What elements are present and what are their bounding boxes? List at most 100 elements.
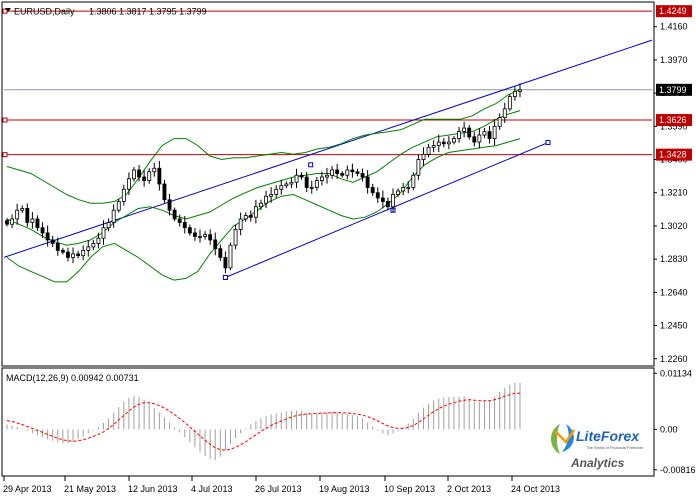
candle[interactable]: [431, 140, 436, 153]
candle[interactable]: [45, 225, 50, 247]
candle[interactable]: [132, 166, 136, 182]
candle[interactable]: [111, 204, 116, 228]
candle[interactable]: [147, 168, 152, 184]
candle[interactable]: [319, 171, 324, 186]
candle[interactable]: [259, 199, 263, 210]
candle[interactable]: [126, 172, 131, 196]
candle[interactable]: [512, 86, 517, 101]
candle[interactable]: [518, 83, 522, 98]
candle[interactable]: [10, 214, 15, 229]
candle[interactable]: [294, 168, 299, 189]
candle[interactable]: [487, 126, 492, 144]
candle[interactable]: [30, 212, 35, 229]
candle[interactable]: [345, 165, 350, 180]
candle[interactable]: [142, 170, 147, 187]
level-anchor-2[interactable]: [2, 117, 8, 123]
candle[interactable]: [101, 220, 106, 245]
candle[interactable]: [253, 199, 258, 224]
candle[interactable]: [482, 127, 487, 139]
candle[interactable]: [452, 135, 456, 145]
candle[interactable]: [416, 154, 421, 180]
candle[interactable]: [228, 242, 233, 271]
candle[interactable]: [340, 170, 345, 178]
candle[interactable]: [15, 203, 20, 225]
channel-anchor-4[interactable]: [308, 162, 314, 168]
candle[interactable]: [406, 181, 411, 194]
candle[interactable]: [492, 118, 497, 146]
symbol-timeframe[interactable]: EURUSD,Daily: [14, 7, 75, 17]
candle[interactable]: [96, 232, 101, 249]
candle[interactable]: [335, 164, 340, 179]
candle[interactable]: [152, 162, 157, 177]
candle[interactable]: [182, 216, 187, 234]
candle[interactable]: [66, 247, 70, 262]
candle[interactable]: [355, 168, 360, 177]
candle[interactable]: [396, 188, 401, 197]
candle[interactable]: [360, 168, 365, 182]
candle[interactable]: [472, 131, 477, 147]
candle[interactable]: [279, 179, 284, 195]
candle[interactable]: [375, 187, 380, 203]
candle[interactable]: [289, 177, 294, 189]
candle[interactable]: [325, 167, 329, 184]
channel-upper-line[interactable]: [3, 39, 653, 258]
candle[interactable]: [25, 203, 30, 227]
candle[interactable]: [213, 232, 218, 256]
candle[interactable]: [55, 237, 60, 256]
candle[interactable]: [477, 128, 482, 149]
candle[interactable]: [20, 205, 25, 214]
candle[interactable]: [223, 251, 228, 274]
candle[interactable]: [350, 163, 355, 178]
candle[interactable]: [284, 181, 289, 189]
candle[interactable]: [50, 235, 55, 248]
candles[interactable]: [5, 83, 522, 274]
candle[interactable]: [238, 212, 243, 236]
candle[interactable]: [208, 229, 213, 245]
candle[interactable]: [401, 182, 406, 196]
candle[interactable]: [157, 160, 162, 191]
candle[interactable]: [86, 240, 91, 257]
candle[interactable]: [330, 165, 334, 179]
candle[interactable]: [391, 188, 395, 213]
candle[interactable]: [35, 215, 40, 231]
candle[interactable]: [193, 227, 197, 241]
candle[interactable]: [497, 113, 502, 130]
channel-anchor-1[interactable]: [222, 274, 228, 280]
candle[interactable]: [462, 121, 467, 138]
candle[interactable]: [106, 218, 111, 232]
candle[interactable]: [248, 210, 253, 222]
candle[interactable]: [274, 185, 279, 199]
candle[interactable]: [299, 172, 304, 180]
candle[interactable]: [121, 184, 126, 206]
candle[interactable]: [467, 124, 472, 140]
candle[interactable]: [60, 247, 65, 255]
candle[interactable]: [380, 190, 385, 209]
candle[interactable]: [198, 229, 202, 243]
candle[interactable]: [162, 179, 167, 204]
candle[interactable]: [411, 172, 416, 191]
candle[interactable]: [370, 183, 375, 196]
candle[interactable]: [137, 165, 141, 182]
candle[interactable]: [264, 190, 268, 209]
candle[interactable]: [40, 222, 45, 238]
channel-lower-line[interactable]: [225, 142, 549, 278]
candle[interactable]: [309, 180, 314, 194]
candle[interactable]: [218, 244, 223, 262]
symbol-dropdown-icon[interactable]: [5, 8, 11, 12]
candle[interactable]: [76, 250, 81, 259]
candle[interactable]: [507, 94, 512, 112]
candle[interactable]: [116, 198, 121, 213]
candle[interactable]: [426, 143, 431, 158]
candle[interactable]: [365, 170, 370, 194]
candle[interactable]: [167, 193, 172, 216]
candle[interactable]: [5, 218, 9, 227]
candle[interactable]: [81, 245, 86, 261]
candle[interactable]: [446, 136, 451, 150]
candle[interactable]: [172, 207, 177, 222]
candle[interactable]: [441, 138, 446, 148]
candle[interactable]: [203, 231, 208, 240]
candle[interactable]: [233, 224, 238, 250]
level-anchor-3[interactable]: [2, 152, 8, 158]
